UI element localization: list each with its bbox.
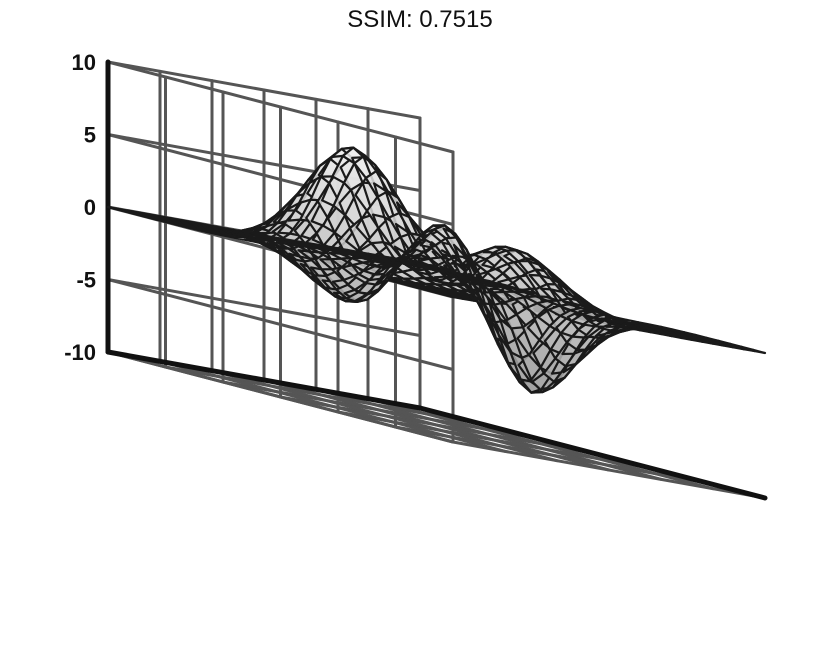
grid-line [106,350,455,444]
grid-line [106,278,455,371]
z-tick-label: 5 [84,123,96,148]
z-tick-label: 0 [84,195,96,220]
z-axis-ticks: 10 5 0 -5 -10 [64,50,96,365]
z-tick-label: -10 [64,340,96,365]
grid-line [106,60,455,154]
grid-line [158,359,507,453]
surface-patch [741,347,767,355]
z-tick-label: 10 [72,50,96,75]
surface-mesh [106,146,767,394]
chart-title: SSIM: 0.7515 [347,6,493,33]
grid-line [106,60,422,120]
y-axis-edge [105,349,423,411]
grid-line [451,440,767,500]
x-axis-edge [417,405,768,501]
z-tick-label: -5 [76,268,96,293]
grid-line [106,278,422,337]
